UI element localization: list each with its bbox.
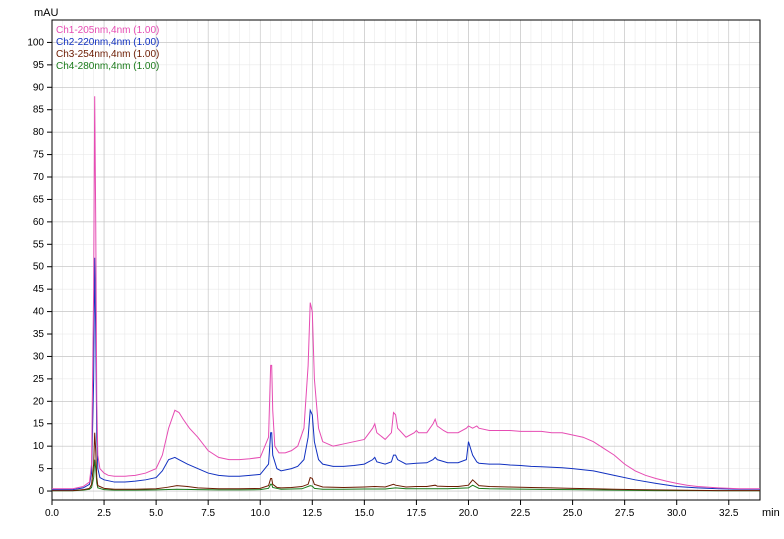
svg-text:70: 70 xyxy=(33,172,45,183)
svg-text:22.5: 22.5 xyxy=(511,508,531,519)
svg-text:20.0: 20.0 xyxy=(459,508,479,519)
svg-text:12.5: 12.5 xyxy=(303,508,323,519)
svg-text:mAU: mAU xyxy=(34,7,59,19)
legend-item: Ch3-254nm,4nm (1.00) xyxy=(56,49,159,60)
legend-item: Ch1-205nm,4nm (1.00) xyxy=(56,25,159,36)
svg-text:80: 80 xyxy=(33,127,45,138)
svg-text:min: min xyxy=(762,507,780,519)
svg-text:60: 60 xyxy=(33,217,45,228)
chart-svg: 0.0 2.5 5.0 7.5 10.0 12.5 15.0 17.5 20.0 22.5 25.0… xyxy=(0,0,784,539)
svg-text:25.0: 25.0 xyxy=(563,508,583,519)
svg-text:17.5: 17.5 xyxy=(407,508,427,519)
svg-text:10: 10 xyxy=(33,441,45,452)
svg-text:30: 30 xyxy=(33,351,45,362)
svg-text:5: 5 xyxy=(38,464,44,475)
legend-item: Ch2-220nm,4nm (1.00) xyxy=(56,37,159,48)
svg-text:40: 40 xyxy=(33,307,45,318)
svg-text:30.0: 30.0 xyxy=(667,508,687,519)
svg-text:45: 45 xyxy=(33,284,45,295)
svg-text:27.5: 27.5 xyxy=(615,508,635,519)
svg-text:90: 90 xyxy=(33,82,45,93)
svg-text:0.0: 0.0 xyxy=(45,508,59,519)
svg-text:0: 0 xyxy=(38,486,44,497)
svg-text:85: 85 xyxy=(33,105,45,116)
svg-text:75: 75 xyxy=(33,150,45,161)
chromatogram-chart: 0.0 2.5 5.0 7.5 10.0 12.5 15.0 17.5 20.0 22.5 25.0… xyxy=(0,0,784,539)
svg-text:100: 100 xyxy=(27,37,44,48)
svg-text:65: 65 xyxy=(33,194,45,205)
svg-text:10.0: 10.0 xyxy=(251,508,271,519)
svg-text:2.5: 2.5 xyxy=(97,508,111,519)
svg-text:5.0: 5.0 xyxy=(149,508,163,519)
svg-text:7.5: 7.5 xyxy=(201,508,215,519)
svg-text:15: 15 xyxy=(33,419,45,430)
svg-text:35: 35 xyxy=(33,329,45,340)
svg-text:20: 20 xyxy=(33,396,45,407)
svg-text:55: 55 xyxy=(33,239,45,250)
svg-text:50: 50 xyxy=(33,262,45,273)
svg-text:32.5: 32.5 xyxy=(719,508,739,519)
svg-text:25: 25 xyxy=(33,374,45,385)
svg-text:95: 95 xyxy=(33,60,45,71)
svg-text:15.0: 15.0 xyxy=(355,508,375,519)
legend-item: Ch4-280nm,4nm (1.00) xyxy=(56,61,159,72)
